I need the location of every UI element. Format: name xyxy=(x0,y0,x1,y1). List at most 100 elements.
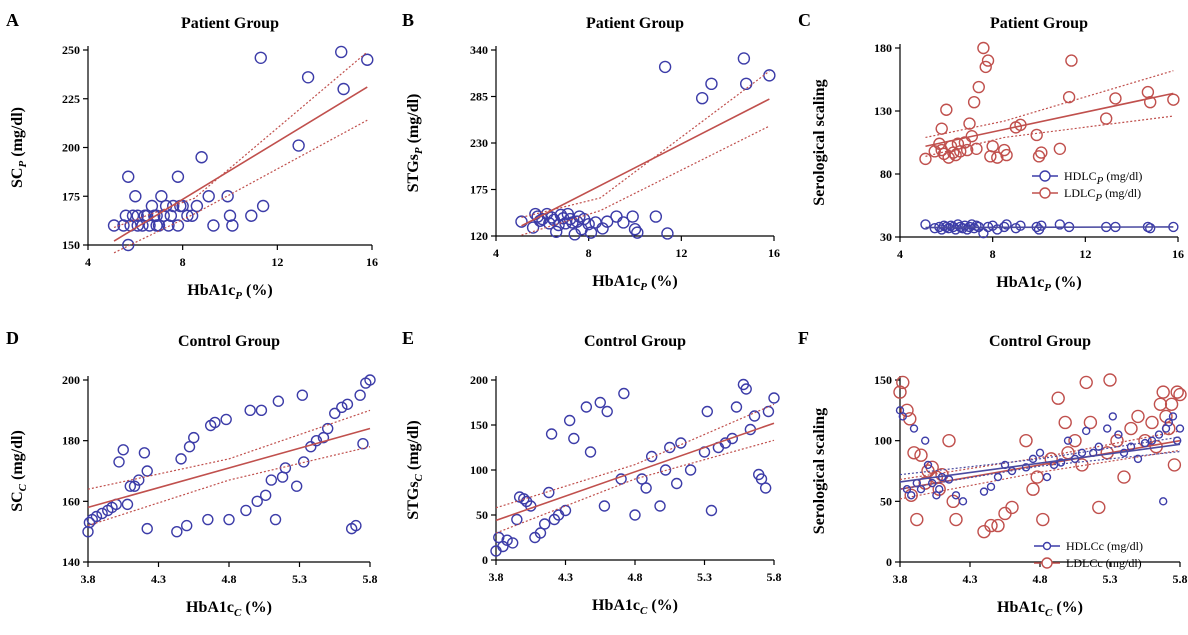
data-point-e-0-24 xyxy=(601,405,613,418)
data-point-b-0-24 xyxy=(584,226,598,239)
data-point-e-0-1 xyxy=(493,531,505,544)
data-point-e-0-22 xyxy=(594,396,606,409)
data-point-b-0-1 xyxy=(526,221,540,234)
data-point-f-1-2 xyxy=(902,484,912,494)
data-point-c-0-36 xyxy=(1099,112,1113,125)
data-point-c-1-30 xyxy=(1036,220,1047,231)
data-point-b-0-27 xyxy=(600,215,614,228)
data-point-c-0-40 xyxy=(1167,93,1180,106)
data-point-b-0-10 xyxy=(550,225,563,238)
chart-title-f: Control Group xyxy=(989,333,1091,350)
data-point-f-0-31 xyxy=(1075,458,1089,472)
y-tick-label-b-0: 120 xyxy=(470,229,488,243)
data-point-f-1-14 xyxy=(951,491,961,500)
x-tick-label-f-1: 4.3 xyxy=(963,572,978,586)
series-b-0 xyxy=(515,52,776,241)
data-point-d-0-13 xyxy=(133,474,145,486)
data-point-f-1-35 xyxy=(1114,430,1123,439)
data-point-a-0-35 xyxy=(221,190,234,203)
x-tick-label-e-0: 3.8 xyxy=(489,570,504,584)
data-point-f-1-18 xyxy=(993,472,1003,482)
x-axis-label-f: HbA1cC (%) xyxy=(997,599,1083,619)
data-point-f-1-16 xyxy=(979,487,989,496)
data-point-c-0-15 xyxy=(963,117,976,130)
data-point-d-0-37 xyxy=(290,480,303,492)
data-point-f-0-7 xyxy=(914,448,928,462)
data-point-f-1-23 xyxy=(1035,448,1045,458)
y-tick-label-d-0: 140 xyxy=(62,555,80,569)
fit-line-c-0 xyxy=(925,92,1174,148)
y-tick-label-a-1: 175 xyxy=(62,189,80,203)
data-point-f-1-11 xyxy=(934,484,944,494)
y-axis-label-a: SCP (mg/dl) xyxy=(9,107,29,188)
x-tick-label-e-1: 4.3 xyxy=(558,570,573,584)
panel-letter-a: A xyxy=(6,10,19,30)
data-point-e-0-52 xyxy=(768,392,780,404)
data-point-b-0-25 xyxy=(589,216,602,229)
x-tick-label-c-3: 16 xyxy=(1172,247,1184,261)
data-point-d-0-16 xyxy=(141,465,153,477)
ci-upper-c-0 xyxy=(925,70,1174,139)
data-point-a-0-41 xyxy=(292,139,305,152)
data-point-f-1-34 xyxy=(1108,412,1117,421)
data-point-c-0-27 xyxy=(1000,148,1013,162)
data-point-f-0-37 xyxy=(1110,433,1124,448)
data-point-a-0-38 xyxy=(245,209,258,222)
x-tick-label-b-2: 12 xyxy=(675,246,687,260)
data-point-e-0-29 xyxy=(640,482,652,494)
y-axis-label-f: Serological scaling xyxy=(811,408,828,534)
fit-line-d-0 xyxy=(87,427,371,509)
data-point-d-0-36 xyxy=(279,462,292,474)
data-point-f-1-27 xyxy=(1063,436,1073,445)
data-point-b-0-35 xyxy=(661,227,674,240)
data-point-c-0-0 xyxy=(919,152,932,166)
x-tick-label-e-2: 4.8 xyxy=(628,570,643,584)
data-point-b-0-31 xyxy=(628,223,642,236)
data-point-f-1-42 xyxy=(1159,497,1168,506)
data-point-d-0-1 xyxy=(83,516,96,529)
data-point-a-0-3 xyxy=(122,170,135,183)
data-point-d-0-19 xyxy=(180,519,193,532)
data-point-f-1-45 xyxy=(1168,412,1178,421)
data-point-e-0-47 xyxy=(748,410,761,422)
data-point-d-0-26 xyxy=(223,513,235,526)
data-point-f-0-6 xyxy=(910,512,924,527)
data-point-b-0-26 xyxy=(596,222,609,235)
data-point-c-0-24 xyxy=(986,140,999,153)
data-point-e-0-35 xyxy=(675,437,687,449)
data-point-d-0-48 xyxy=(350,519,362,532)
data-point-c-1-31 xyxy=(1054,219,1066,230)
y-tick-label-d-3: 200 xyxy=(62,373,80,387)
data-point-c-0-6 xyxy=(940,103,953,116)
chart-title-c: Patient Group xyxy=(990,15,1088,32)
data-point-a-0-32 xyxy=(195,151,208,164)
data-point-b-0-38 xyxy=(737,52,751,65)
x-tick-label-c-0: 4 xyxy=(897,247,903,261)
data-point-e-0-7 xyxy=(518,493,530,505)
fit-line-e-0 xyxy=(495,422,775,522)
data-point-f-0-25 xyxy=(1036,512,1050,527)
data-point-a-0-19 xyxy=(155,190,168,203)
y-tick-label-b-2: 230 xyxy=(470,136,488,150)
y-tick-label-c-0: 30 xyxy=(880,230,892,244)
series-e-0 xyxy=(490,378,780,557)
data-point-f-0-2 xyxy=(900,403,914,418)
data-point-c-1-36 xyxy=(1145,222,1156,234)
data-point-a-0-2 xyxy=(119,209,133,222)
data-point-e-0-39 xyxy=(705,504,718,517)
data-point-d-0-20 xyxy=(183,441,196,453)
ci-lower-d-0 xyxy=(87,446,371,527)
data-point-f-0-23 xyxy=(1026,482,1040,496)
y-axis-label-e: STGsC (mg/dl) xyxy=(405,420,425,519)
data-point-f-0-40 xyxy=(1131,409,1145,424)
scatter-chart-e: E Control Group 0 50 100 150 200 3.8 4.3 4.8 5.3 5.… xyxy=(402,328,782,617)
panel-f: F Control Group 0 50 100 150 3.8 4.3 4.8 5.3 5.8 Hb… xyxy=(792,318,1188,635)
ci-lower-b-0 xyxy=(521,125,770,236)
data-point-a-0-29 xyxy=(181,209,194,222)
panel-letter-f: F xyxy=(798,328,809,348)
scatter-chart-f: F Control Group 0 50 100 150 3.8 4.3 4.8 5.3 5.8 Hb… xyxy=(798,328,1188,619)
y-tick-label-e-0: 0 xyxy=(482,553,488,567)
data-point-a-0-28 xyxy=(176,199,189,213)
data-point-d-0-27 xyxy=(240,504,252,517)
data-point-a-0-39 xyxy=(254,51,267,64)
